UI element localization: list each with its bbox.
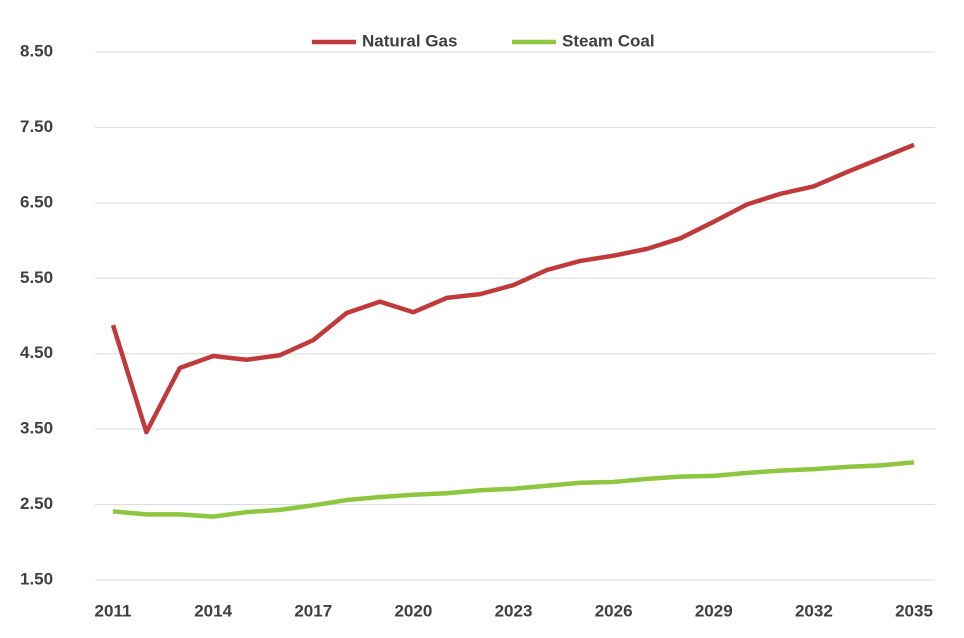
x-tick-label: 2020: [394, 601, 432, 620]
x-tick-label: 2032: [795, 601, 833, 620]
y-tick-label: 3.50: [20, 419, 53, 438]
x-tick-label: 2017: [294, 601, 332, 620]
y-tick-label: 8.50: [20, 41, 53, 60]
x-tick-label: 2011: [95, 601, 132, 620]
data-line: [110, 142, 915, 435]
x-tick-label: 2023: [495, 601, 533, 620]
y-tick-label: 4.50: [20, 343, 53, 362]
data-line: [112, 460, 915, 519]
x-tick-label: 2014: [194, 601, 232, 620]
x-tick-label: 2035: [895, 601, 933, 620]
y-tick-label: 6.50: [20, 192, 53, 211]
y-tick-label: 5.50: [20, 268, 53, 287]
x-tick-label: 2026: [595, 601, 633, 620]
legend-label: Natural Gas: [362, 31, 457, 50]
y-tick-label: 7.50: [20, 117, 53, 136]
y-tick-label: 2.50: [20, 494, 53, 513]
y-tick-label: 1.50: [20, 569, 53, 588]
x-tick-label: 2029: [695, 601, 733, 620]
legend-label: Steam Coal: [562, 31, 655, 50]
